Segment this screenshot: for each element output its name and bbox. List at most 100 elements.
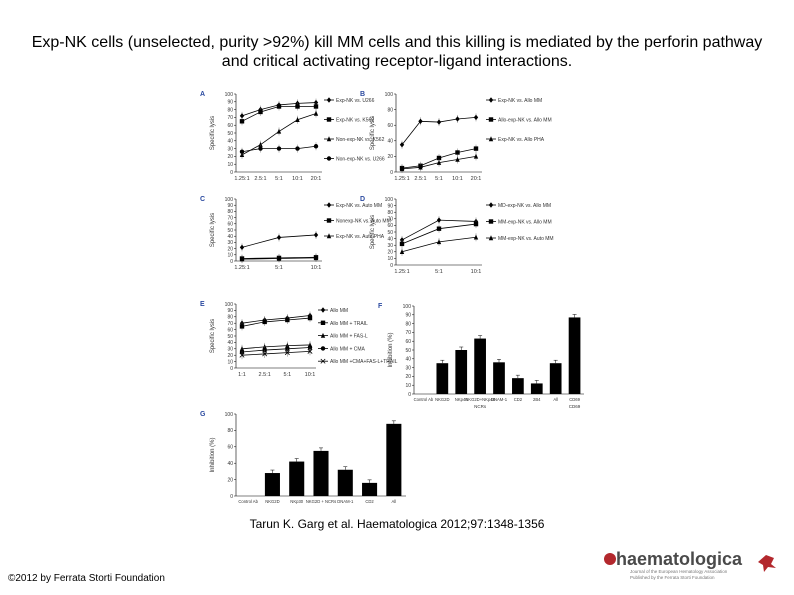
panel-g-xtick-label: NKG2D (265, 499, 279, 504)
panel-c-xtick-label: 5:1 (275, 265, 283, 271)
panel-d-data-point (473, 221, 479, 227)
panel-e-data-point (307, 348, 313, 354)
panel-b-data-point (473, 146, 479, 151)
panel-e-ytick-label: 0 (230, 366, 233, 372)
panel-d-data-point (399, 241, 405, 247)
panel-g-ytick-label: 100 (225, 412, 234, 418)
panel-b-data-point (455, 150, 460, 155)
panel-f-xtick-label: NKG2D+NKp46 (465, 397, 495, 402)
panel-b-xtick-label: 20:1 (471, 176, 482, 182)
panel-c-letter: C (200, 196, 205, 203)
panel-f-bar (455, 350, 468, 394)
panel-c-legend-label: Exp-NK vs. Auto MM (336, 203, 382, 209)
panel-a-data-point (276, 128, 282, 134)
panel-b-ytick-label: 80 (387, 107, 393, 113)
panel-e-ytick-label: 10 (227, 359, 233, 365)
panel-g-xtick-label: NKp30 (290, 499, 303, 504)
panel-f-xtick-label: CD69 (569, 397, 580, 402)
panel-c-ytick-label: 10 (227, 253, 233, 259)
panel-b-data-point (399, 142, 405, 148)
panel-g-ytick-label: 80 (227, 428, 233, 434)
panel-g-letter: G (200, 411, 206, 418)
panel-c-legend-marker (326, 233, 332, 239)
panel-a-legend-label: Non-exp-NK vs. U266 (336, 157, 385, 163)
panel-c-ytick-label: 50 (227, 228, 233, 234)
panel-a-legend-marker (326, 117, 332, 122)
panel-a-ylabel: Specific lysis (210, 116, 216, 150)
panel-c-ytick-label: 80 (227, 209, 233, 215)
panel-e-legend-label: Allo MM (330, 308, 348, 314)
panel-e-ytick-label: 90 (227, 308, 233, 314)
panel-g-xtick-label: All (392, 499, 397, 504)
panel-a-data-point (313, 144, 319, 149)
panel-b-data-point (399, 166, 405, 172)
haematologica-logo: haematologica Journal of the European He… (604, 549, 776, 580)
panel-g-xtick-label: CD2 (365, 499, 374, 504)
panel-b-xtick-label: 5:1 (435, 176, 443, 182)
panel-f-xtick-label: NKp46 (455, 397, 468, 402)
panel-g-bar (362, 482, 378, 496)
panel-b-data-point (436, 159, 442, 165)
panel-e-data-point (285, 317, 290, 323)
panel-a-xtick-label: 1.25:1 (234, 176, 249, 182)
panel-e-data-point (284, 350, 290, 356)
panel-d-xtick-label: 1.25:1 (394, 269, 409, 275)
panel-c-legend-label: Nonexp-NK vs. Auto MM (336, 219, 391, 225)
panel-d-data-point (399, 249, 405, 254)
panel-e-legend-marker (320, 320, 326, 325)
panel-a-data-point (276, 146, 282, 151)
panel-f-bar (474, 338, 486, 394)
panel-e-ytick-label: 50 (227, 334, 233, 340)
panel-e-xtick-label: 1:1 (238, 372, 246, 378)
panel-b-data-point (473, 114, 479, 121)
panel-e-legend-label: Allo MM + CMA (330, 346, 366, 352)
copyright-notice: ©2012 by Ferrata Storti Foundation (8, 573, 165, 584)
panel-e-series-line (241, 317, 311, 327)
panel-b-data-point (436, 119, 442, 125)
panel-f-bar (512, 378, 524, 394)
panel-a-legend-label: Non-exp-NK vs. K562 (336, 137, 385, 143)
panel-d-xtick-label: 5:1 (435, 269, 443, 275)
panel-b-legend-marker (488, 136, 494, 142)
panel-a-ytick-label: 40 (227, 139, 233, 145)
panel-a-letter: A (200, 91, 205, 98)
panel-c-data-point (276, 234, 282, 241)
panel-a-ytick-label: 20 (227, 154, 233, 160)
logo-wordmark: haematologica (616, 549, 743, 569)
panel-a-xtick-label: 20:1 (311, 176, 322, 182)
panel-d-ytick-label: 0 (390, 263, 393, 269)
panel-c-ytick-label: 100 (225, 197, 234, 203)
panel-d-ytick-label: 80 (387, 210, 393, 216)
panel-c-xtick-label: 1.25:1 (234, 265, 249, 271)
panel-a-data-point (295, 104, 300, 109)
panel-a-ytick-label: 0 (230, 170, 233, 176)
logo-mark-icon (604, 553, 616, 565)
panel-e-legend-marker (320, 307, 326, 313)
panel-a-legend-label: Exp-NK vs. U266 (336, 98, 375, 104)
panel-b-ylabel: Specific lysis (370, 116, 376, 150)
panel-a-ytick-label: 90 (227, 100, 233, 106)
panel-d-legend-label: MM-exp-NK vs. Allo MM (498, 220, 552, 226)
panel-c-ytick-label: 20 (227, 246, 233, 252)
panel-e-legend-label: Allo MM + TRAIL (330, 321, 368, 327)
panel-d-data-point (436, 226, 442, 231)
panel-b-xtick-label: 2.5:1 (414, 176, 426, 182)
panel-g-bar (386, 423, 402, 496)
panel-c-ytick-label: 60 (227, 222, 233, 228)
panel-a-legend-marker (326, 156, 332, 161)
panel-e-ytick-label: 30 (227, 347, 233, 353)
panel-e-data-point (239, 324, 245, 329)
panel-d-data-point (436, 239, 442, 245)
panel-e-series-line (241, 315, 311, 324)
panel-g-bar (313, 450, 329, 496)
panel-f-ytick-label: 80 (405, 321, 411, 327)
panel-e-data-point (239, 352, 245, 358)
panel-b-legend-label: Exp-NK vs. Allo PHA (498, 137, 545, 143)
panel-g-ytick-label: 20 (227, 477, 233, 483)
panel-c-data-point (239, 244, 245, 251)
panel-g-ytick-label: 0 (230, 494, 233, 500)
panel-f-xtick-label: All (553, 397, 558, 402)
panel-c-ytick-label: 40 (227, 234, 233, 240)
panel-f-bar (530, 383, 543, 394)
